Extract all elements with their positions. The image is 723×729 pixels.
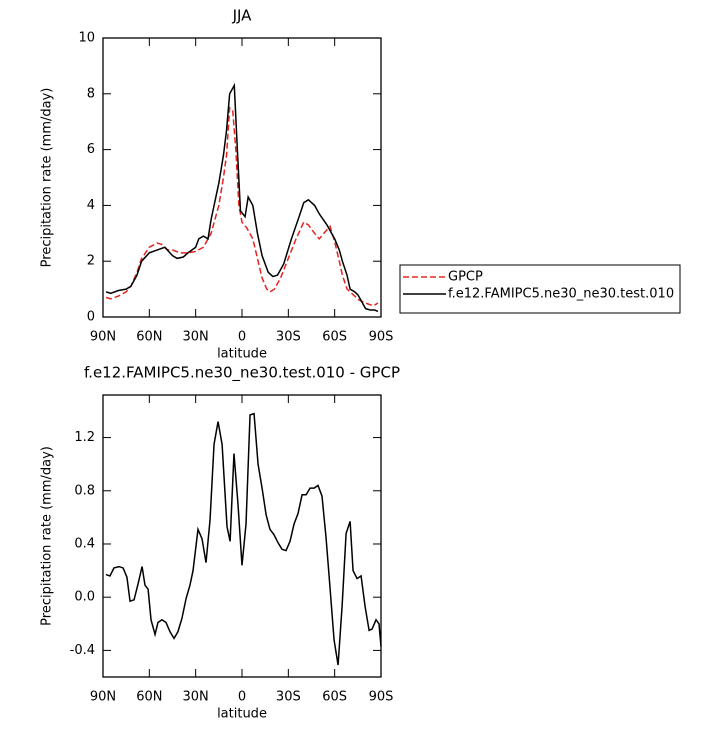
y-axis-label: Precipitation rate (mm/day) xyxy=(40,88,55,268)
data-line xyxy=(105,82,379,313)
x-tick-label: 60N xyxy=(136,690,162,705)
x-tick-label: 60S xyxy=(322,690,347,705)
x-tick-label: 90S xyxy=(369,690,394,705)
chart-title: JJA xyxy=(232,7,253,25)
x-tick-label: 90N xyxy=(90,330,116,345)
y-tick-label: 0 xyxy=(87,310,95,325)
y-tick-label: 1.2 xyxy=(74,430,95,445)
y-tick-label: 0.8 xyxy=(74,483,95,498)
x-axis-label: latitude xyxy=(217,707,267,722)
y-tick-label: 0.4 xyxy=(74,536,95,551)
x-tick-label: 30S xyxy=(276,690,301,705)
chart-title: f.e12.FAMIPC5.ne30_ne30.test.010 - GPCP xyxy=(84,364,400,383)
data-line xyxy=(105,412,382,666)
y-tick-label: -0.4 xyxy=(70,643,95,658)
y-tick-label: 8 xyxy=(87,86,95,101)
x-tick-label: 30S xyxy=(276,330,301,345)
x-tick-label: 0 xyxy=(238,690,246,705)
y-tick-label: 2 xyxy=(87,254,95,269)
legend-label: GPCP xyxy=(448,270,483,285)
legend-label: f.e12.FAMIPC5.ne30_ne30.test.010 xyxy=(448,287,674,302)
plot-frame xyxy=(102,37,382,318)
x-tick-label: 90N xyxy=(90,690,116,705)
x-tick-label: 0 xyxy=(238,330,246,345)
x-tick-label: 60N xyxy=(136,330,162,345)
x-axis-label: latitude xyxy=(217,347,267,362)
y-axis-label: Precipitation rate (mm/day) xyxy=(40,446,55,626)
x-tick-label: 90S xyxy=(369,330,394,345)
data-line xyxy=(105,106,379,307)
legend-box xyxy=(399,264,681,314)
y-tick-label: 0.0 xyxy=(74,590,95,605)
y-tick-label: 10 xyxy=(78,31,95,46)
x-tick-label: 30N xyxy=(183,690,209,705)
y-tick-label: 6 xyxy=(87,142,95,157)
x-tick-label: 30N xyxy=(183,330,209,345)
x-tick-label: 60S xyxy=(322,330,347,345)
y-tick-label: 4 xyxy=(87,198,95,213)
plot-frame xyxy=(102,394,382,678)
